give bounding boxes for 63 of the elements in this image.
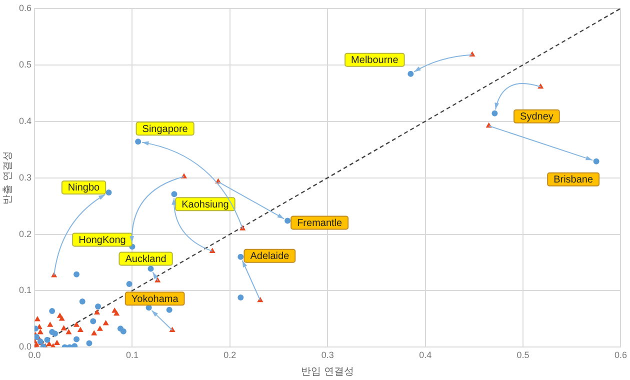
y-tick-label: 0.3 [18, 172, 32, 182]
x-axis-title: 반입 연결성 [301, 366, 354, 378]
annotation: Yokohama [131, 294, 179, 305]
point [492, 110, 498, 116]
point [79, 298, 86, 304]
point [47, 322, 54, 327]
point [408, 70, 414, 77]
point [86, 340, 92, 346]
point [148, 266, 154, 272]
x-tick-label: 0.0 [28, 350, 41, 360]
point [73, 322, 80, 327]
point [106, 189, 112, 196]
annotation: Ningbo [68, 182, 100, 194]
y-tick-label: 0.2 [18, 228, 32, 239]
annotation: Auckland [125, 254, 166, 265]
point [49, 308, 56, 314]
point [60, 325, 67, 330]
x-tick-label: 0.3 [321, 350, 334, 360]
point [171, 191, 178, 198]
annotation: Sydney [520, 112, 554, 123]
point [94, 309, 100, 315]
x-tick-label: 0.1 [126, 350, 138, 360]
point [66, 329, 72, 334]
x-tick-label: 0.5 [516, 350, 530, 360]
annotation: Melbourne [351, 55, 399, 66]
x-tick-label: 0.6 [614, 350, 627, 360]
point [91, 330, 98, 336]
annotation: Singapore [142, 124, 188, 135]
point [126, 280, 132, 287]
point [58, 315, 65, 321]
x-tick-label: 0.2 [224, 350, 236, 360]
x-tick-label: 0.4 [419, 350, 432, 360]
annotation: Brisbane [554, 174, 594, 186]
point [49, 328, 56, 335]
point [74, 271, 80, 278]
y-tick-label: 0.1 [18, 285, 32, 296]
point [120, 328, 126, 334]
point [96, 326, 104, 331]
point [77, 326, 84, 332]
y-axis-title: 반출 연결성 [2, 151, 14, 204]
y-tick-label: 0.0 [18, 342, 32, 352]
point [37, 329, 44, 334]
point [135, 138, 142, 145]
point [238, 254, 244, 260]
point [34, 316, 40, 322]
point [90, 318, 96, 324]
point [54, 340, 60, 345]
point [95, 304, 102, 310]
point [284, 218, 291, 224]
y-tick-label: 0.6 [18, 2, 32, 13]
annotation: HongKong [78, 234, 126, 246]
annotation: Kaohsiung [182, 199, 229, 210]
y-tick-label: 0.5 [18, 59, 32, 70]
point [593, 158, 600, 164]
point [74, 336, 80, 342]
point [166, 306, 172, 313]
y-tick-label: 0.4 [18, 116, 32, 126]
point [102, 320, 109, 326]
point [44, 336, 50, 343]
annotation: Adelaide [250, 251, 290, 262]
point [114, 310, 120, 316]
point [238, 294, 244, 301]
annotation: Fremantle [297, 218, 343, 229]
